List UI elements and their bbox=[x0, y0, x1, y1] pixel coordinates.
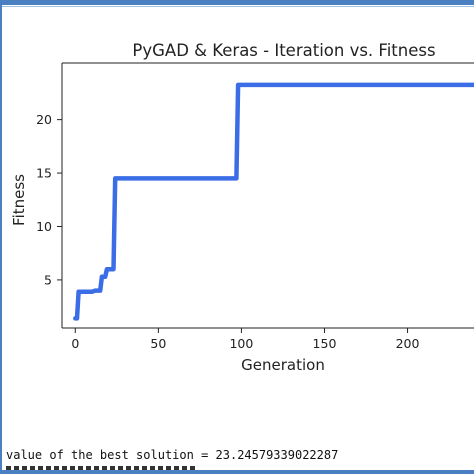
window-left-border bbox=[0, 0, 2, 474]
y-tick-label: 10 bbox=[36, 219, 52, 234]
x-tick-label: 50 bbox=[150, 336, 166, 351]
y-tick-label: 5 bbox=[44, 272, 52, 287]
x-axis-label: Generation bbox=[241, 356, 325, 374]
window-bottom-border bbox=[0, 470, 474, 474]
best-solution-output: value of the best solution = 23.24579339… bbox=[6, 448, 339, 462]
fitness-series-line bbox=[73, 82, 474, 321]
window-top-border bbox=[0, 0, 474, 5]
x-tick-label: 200 bbox=[396, 336, 420, 351]
fitness-chart: PyGAD & Keras - Iteration vs. Fitness Fi… bbox=[10, 41, 474, 374]
y-tick-label: 15 bbox=[36, 166, 52, 181]
x-tick-label: 100 bbox=[229, 336, 253, 351]
x-tick-label: 150 bbox=[313, 336, 337, 351]
y-axis-label: Fitness bbox=[10, 174, 28, 226]
y-tick-label: 20 bbox=[36, 112, 52, 127]
chart-title: PyGAD & Keras - Iteration vs. Fitness bbox=[132, 41, 435, 60]
truncated-output-line bbox=[6, 466, 196, 470]
window-top-border-highlight bbox=[0, 6, 474, 7]
x-tick-label: 0 bbox=[71, 336, 79, 351]
